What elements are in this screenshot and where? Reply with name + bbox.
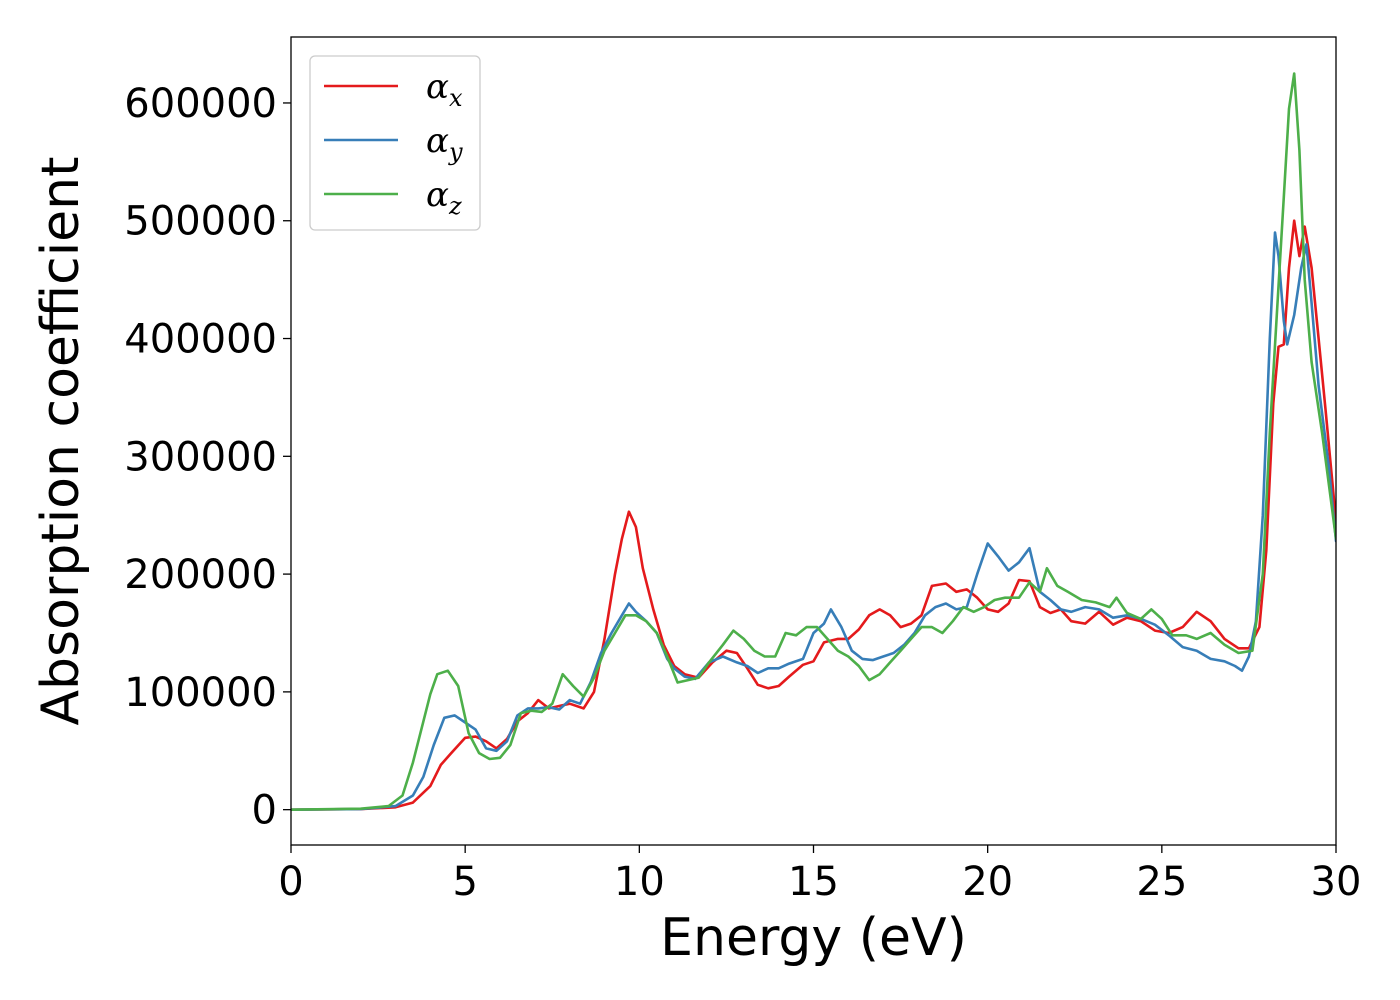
legend-label-x: αx bbox=[426, 67, 463, 112]
legend-box bbox=[309, 55, 481, 231]
y-axis: 0 100000 200000 300000 400000 500000 600000 bbox=[124, 81, 291, 834]
y-tick-label: 0 bbox=[252, 788, 277, 834]
x-tick-label: 25 bbox=[1136, 859, 1187, 905]
y-tick-label: 100000 bbox=[124, 670, 277, 716]
y-tick-label: 200000 bbox=[124, 552, 277, 598]
x-tick-label: 30 bbox=[1311, 859, 1362, 905]
y-axis-title: Absorption coefficient bbox=[31, 156, 91, 725]
y-tick-label: 500000 bbox=[124, 199, 277, 245]
series-line-y bbox=[291, 231, 1336, 811]
y-tick-label: 600000 bbox=[124, 81, 277, 127]
x-tick-label: 5 bbox=[452, 859, 477, 905]
series-line-x bbox=[291, 219, 1336, 811]
y-tick-label: 300000 bbox=[124, 434, 277, 480]
x-tick-label: 10 bbox=[614, 859, 665, 905]
legend-label-y: αy bbox=[426, 121, 463, 166]
x-tick-label: 15 bbox=[788, 859, 839, 905]
x-axis: 0 5 10 15 20 25 30 bbox=[278, 845, 1361, 905]
x-axis-title: Energy (eV) bbox=[660, 908, 967, 968]
legend-label-z: αz bbox=[426, 175, 462, 220]
series-line-z bbox=[291, 72, 1336, 811]
x-tick-label: 20 bbox=[962, 859, 1013, 905]
x-tick-label: 0 bbox=[278, 859, 303, 905]
y-tick-label: 400000 bbox=[124, 317, 277, 363]
series-layer bbox=[291, 72, 1336, 811]
legend: αx αy αz bbox=[309, 55, 481, 231]
